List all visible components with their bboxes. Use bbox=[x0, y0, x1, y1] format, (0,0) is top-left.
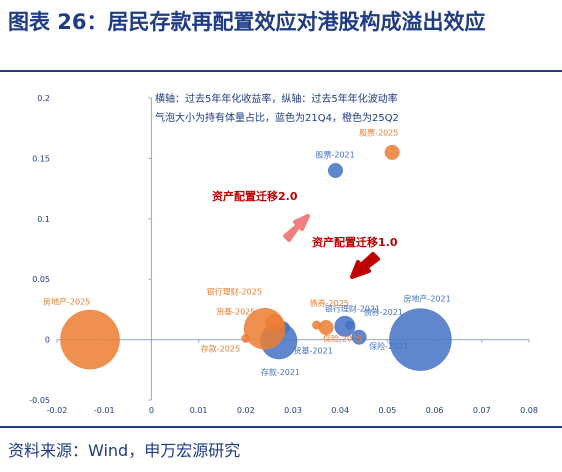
bubble-label: 银行理财-2025 bbox=[207, 287, 262, 297]
x-tick-label: 0 bbox=[149, 406, 154, 415]
source-note: 资料来源：Wind，申万宏源研究 bbox=[8, 441, 241, 460]
bubble-货基-2025 bbox=[265, 314, 283, 332]
annotation-2-label: 资产配置迁移2.0 bbox=[212, 189, 298, 203]
axes-layer: -0.02 -0.01 0 0.01 0.02 0.03 0.04 0.05 0.06 0.07 0… bbox=[29, 94, 538, 415]
bubble-label: 存款-2025 bbox=[201, 343, 240, 353]
annotation-1-label: 资产配置迁移1.0 bbox=[312, 235, 398, 249]
bubble-label: 银行理财-2021 bbox=[325, 303, 380, 313]
annotation-2-arrow bbox=[283, 214, 310, 242]
bubble-label: 货基-2025 bbox=[216, 307, 255, 317]
bubble-保险-2021 bbox=[351, 329, 367, 345]
y-tick-label: 0.2 bbox=[37, 94, 50, 103]
bubble-存款-2025 bbox=[241, 333, 251, 343]
bubble-股票-2025 bbox=[384, 144, 400, 160]
x-tick-label: 0.02 bbox=[237, 406, 255, 415]
bubble-label: 保险-2021 bbox=[369, 341, 408, 351]
bubble-房地产-2025 bbox=[60, 309, 120, 370]
y-tick-label: -0.05 bbox=[29, 396, 50, 405]
x-tick-label: 0.01 bbox=[190, 406, 208, 415]
y-tick-label: 0 bbox=[45, 336, 50, 345]
y-tick-label: 0.1 bbox=[37, 215, 50, 224]
x-tick-label: 0.04 bbox=[331, 406, 349, 415]
bubble-label: 货基-2021 bbox=[294, 346, 333, 356]
bubble-label: 股票-2025 bbox=[359, 128, 398, 137]
bubble-房地产-2021 bbox=[389, 308, 452, 371]
bubble-label: 房地产-2021 bbox=[403, 294, 450, 304]
y-tick-label: 0.05 bbox=[32, 275, 50, 284]
source-divider bbox=[0, 426, 562, 428]
y-tick-label: 0.15 bbox=[32, 154, 50, 163]
bubbles-layer bbox=[60, 144, 452, 371]
bubble-label: 股票-2021 bbox=[315, 150, 354, 159]
bubble-股票-2021 bbox=[327, 162, 343, 178]
axis-note-line-2: 气泡大小为持有体量占比，蓝色为21Q4，橙色为25Q2 bbox=[155, 111, 399, 124]
bubble-保险-2025 bbox=[318, 320, 334, 336]
bubble-chart: -0.02 -0.01 0 0.01 0.02 0.03 0.04 0.05 0.06 0.07 0… bbox=[29, 92, 538, 415]
annotations-layer: 资产配置迁移2.0 资产配置迁移1.0 bbox=[212, 189, 398, 279]
x-tick-label: 0.07 bbox=[473, 406, 491, 415]
bubble-label: 存款-2021 bbox=[261, 367, 300, 377]
page-title: 图表 26：居民存款再配置效应对港股构成溢出效应 bbox=[8, 10, 486, 34]
x-tick-label: 0.05 bbox=[378, 406, 396, 415]
x-tick-label: 0.03 bbox=[284, 406, 302, 415]
bubble-label: 保险-2025 bbox=[323, 334, 362, 344]
bubble-label: 房地产-2025 bbox=[43, 297, 90, 307]
annotation-1-arrow bbox=[350, 252, 380, 279]
title-divider bbox=[0, 70, 562, 72]
axis-note-line-1: 横轴：过去5年年化收益率，纵轴：过去5年年化波动率 bbox=[155, 92, 398, 105]
x-tick-label: -0.01 bbox=[94, 406, 115, 415]
bubble-label: 债券-2025 bbox=[310, 298, 349, 308]
x-tick-label: 0.08 bbox=[520, 406, 538, 415]
bubble-债券-2021 bbox=[345, 320, 355, 330]
bubble-label: 债券-2021 bbox=[364, 307, 403, 317]
x-tick-label: -0.02 bbox=[47, 406, 68, 415]
x-tick-label: 0.06 bbox=[426, 406, 444, 415]
